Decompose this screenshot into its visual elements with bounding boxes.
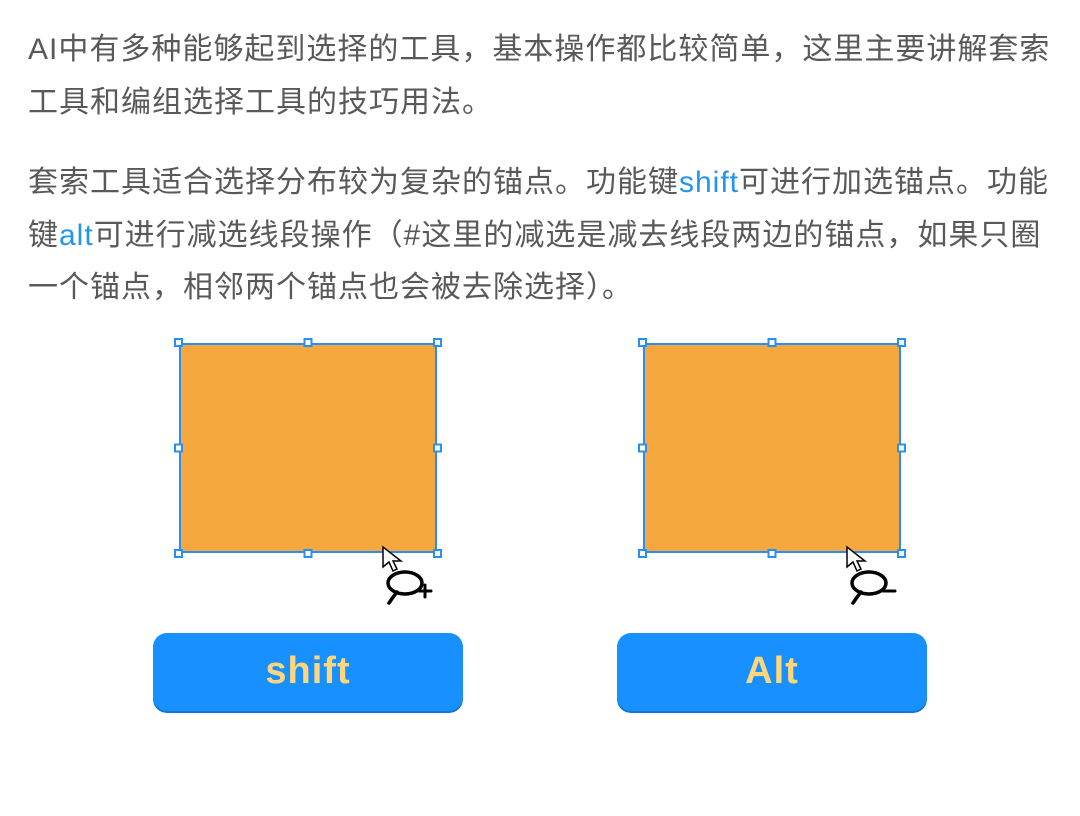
handle-tr — [433, 338, 442, 347]
lasso-minus-icon — [843, 545, 899, 605]
handle-mr — [897, 443, 906, 452]
handle-ml — [174, 443, 183, 452]
lasso-plus-icon — [379, 545, 435, 605]
selected-rect — [643, 343, 901, 553]
handle-bl — [174, 549, 183, 558]
p2-suffix: 可进行减选线段操作（#这里的减选是减去线段两边的锚点，如果只圈一个锚点，相邻两个… — [28, 219, 1041, 305]
paragraph-1: AI中有多种能够起到选择的工具，基本操作都比较简单，这里主要讲解套索工具和编组选… — [28, 24, 1052, 129]
handle-tr — [897, 338, 906, 347]
alt-button[interactable]: Alt — [617, 633, 927, 711]
link-alt[interactable]: alt — [59, 219, 94, 252]
handle-mr — [433, 443, 442, 452]
handle-tl — [638, 338, 647, 347]
selection-box-shift — [179, 343, 437, 553]
link-shift[interactable]: shift — [679, 166, 739, 199]
example-alt: Alt — [612, 343, 932, 711]
handle-bm — [768, 549, 777, 558]
handle-tl — [174, 338, 183, 347]
handle-bl — [638, 549, 647, 558]
examples-row: shift Alt — [28, 343, 1052, 711]
example-shift: shift — [148, 343, 468, 711]
handle-ml — [638, 443, 647, 452]
p2-prefix: 套索工具适合选择分布较为复杂的锚点。功能键 — [28, 166, 679, 199]
paragraph-2: 套索工具适合选择分布较为复杂的锚点。功能键shift可进行加选锚点。功能键alt… — [28, 157, 1052, 315]
selected-rect — [179, 343, 437, 553]
selection-box-alt — [643, 343, 901, 553]
handle-bm — [304, 549, 313, 558]
handle-tm — [768, 338, 777, 347]
shift-button[interactable]: shift — [153, 633, 463, 711]
handle-tm — [304, 338, 313, 347]
